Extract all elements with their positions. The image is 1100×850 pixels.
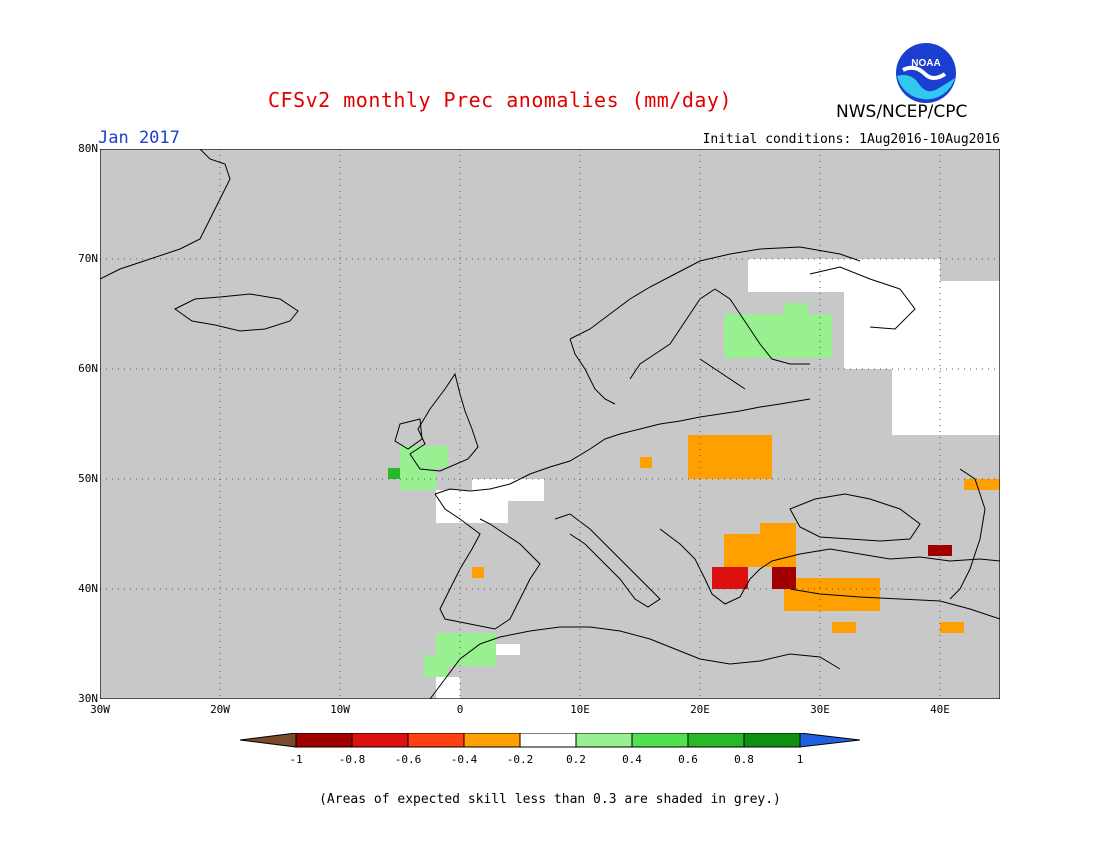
colorbar-segment (575, 732, 633, 748)
anomaly-cell-caucasus-darkred (928, 545, 952, 556)
lon-tick-label: 20E (690, 703, 710, 716)
initial-conditions: Initial conditions: 1Aug2016-10Aug2016 (702, 132, 1000, 147)
lon-tick-label: 0 (456, 703, 464, 716)
noaa-logo: NOAA (895, 42, 957, 108)
colorbar-label: 1 (797, 753, 804, 766)
anomaly-cell-east-orange (964, 479, 1000, 490)
svg-text:NOAA: NOAA (911, 58, 940, 69)
lat-tick-label: 30N (78, 692, 98, 705)
anomaly-cell-uk-darkgreen (388, 468, 400, 479)
colorbar-label: 0.8 (734, 753, 754, 766)
map-gridlines (100, 149, 1000, 699)
colorbar-label: -1 (289, 753, 302, 766)
colorbar: -1 -0.8 -0.6 -0.4 -0.2 0.2 0.4 0.6 0.8 1 (239, 732, 861, 771)
lat-tick-label: 60N (78, 362, 98, 375)
lon-tick-label: 40E (930, 703, 950, 716)
anomaly-cell-poland-orange (640, 457, 652, 468)
footnote: (Areas of expected skill less than 0.3 a… (319, 792, 781, 807)
anomaly-cell-poland-orange (688, 435, 772, 479)
org-label: NWS/NCEP/CPC (836, 102, 968, 122)
colorbar-segment (743, 732, 801, 748)
colorbar-label: -0.4 (451, 753, 478, 766)
anomaly-cell-africa-green (424, 655, 448, 677)
anomaly-cell-greece-red (712, 567, 748, 589)
colorbar-segment (519, 732, 577, 748)
period-label: Jan 2017 (98, 128, 180, 148)
colorbar-arrow-low (239, 732, 297, 748)
colorbar-label: -0.2 (507, 753, 534, 766)
anomaly-cell-balkans-orange (760, 523, 796, 545)
anomaly-cell-east-orange (940, 622, 964, 633)
lon-tick-label: 10W (330, 703, 350, 716)
colorbar-segment (463, 732, 521, 748)
lon-axis: 30W 20W 10W 0 10E 20E 30E 40E (80, 703, 1020, 723)
lat-tick-label: 40N (78, 582, 98, 595)
lat-tick-label: 80N (78, 142, 98, 155)
anomaly-cell-turkey-darkred (772, 567, 796, 589)
anomaly-cell-spain-orange (472, 567, 484, 578)
lat-axis: 80N 70N 60N 50N 40N 30N (60, 140, 100, 720)
anomaly-cell-finland-green (784, 303, 808, 325)
anomaly-cell-france-white (472, 479, 544, 501)
anomaly-cell-uk-green (424, 446, 448, 468)
colorbar-label: 0.6 (678, 753, 698, 766)
anomaly-cell-north-russia-white (892, 347, 1000, 435)
lat-tick-label: 50N (78, 472, 98, 485)
map-background (100, 149, 1000, 699)
anomaly-cell-africa-white (496, 644, 520, 655)
lon-tick-label: 10E (570, 703, 590, 716)
anomaly-map (99, 148, 1024, 703)
lon-tick-label: 20W (210, 703, 230, 716)
colorbar-label: 0.4 (622, 753, 642, 766)
colorbar-segment (631, 732, 689, 748)
lat-tick-label: 70N (78, 252, 98, 265)
lon-tick-label: 30W (90, 703, 110, 716)
colorbar-segment (687, 732, 745, 748)
lon-tick-label: 30E (810, 703, 830, 716)
colorbar-label: -0.6 (395, 753, 422, 766)
colorbar-label: 0.2 (566, 753, 586, 766)
chart-title: CFSv2 monthly Prec anomalies (mm/day) (267, 88, 733, 112)
anomaly-cells (388, 259, 1024, 699)
colorbar-segment (407, 732, 465, 748)
colorbar-arrow-high (799, 732, 861, 748)
anomaly-cell-africa-white (436, 677, 460, 699)
colorbar-segment (295, 732, 353, 748)
anomaly-cell-turkey-orange (832, 622, 856, 633)
colorbar-segment (351, 732, 409, 748)
colorbar-label: -0.8 (339, 753, 366, 766)
anomaly-cell-finland-green (724, 314, 832, 358)
